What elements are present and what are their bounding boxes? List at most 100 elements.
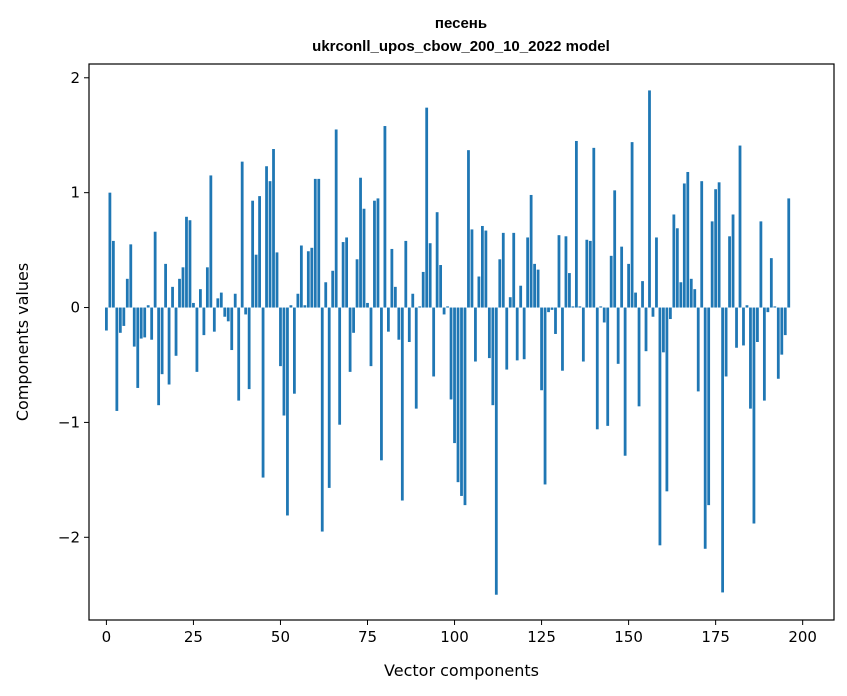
bar-41	[247, 307, 251, 390]
bar-170	[696, 307, 700, 392]
bar-48	[272, 149, 275, 308]
bar-187	[756, 307, 759, 342]
bar-2	[111, 240, 115, 308]
bar-30	[209, 175, 213, 308]
bar-174	[710, 221, 714, 308]
bar-79	[380, 307, 383, 461]
bar-167	[686, 171, 690, 308]
bar-21	[178, 278, 181, 308]
bar-153	[637, 307, 641, 407]
x-axis-label: Vector components	[384, 661, 539, 680]
bar-188	[759, 221, 763, 308]
bar-129	[554, 307, 557, 334]
bar-128	[550, 307, 554, 310]
bar-176	[717, 182, 721, 308]
bar-50	[279, 307, 282, 367]
bar-179	[728, 236, 731, 308]
bar-142	[599, 306, 603, 308]
bar-101	[456, 307, 460, 483]
bar-130	[557, 235, 561, 308]
bar-173	[707, 307, 711, 506]
bar-89	[414, 307, 418, 409]
bar-92	[425, 107, 429, 308]
bar-27	[199, 289, 202, 308]
bar-0	[105, 307, 108, 331]
bar-114	[501, 232, 505, 308]
bar-33	[219, 292, 223, 308]
bar-64	[327, 307, 331, 488]
bars-group	[105, 90, 791, 595]
bar-58	[306, 251, 310, 308]
bar-112	[494, 307, 498, 595]
bar-192	[773, 306, 777, 308]
bar-62	[320, 307, 324, 532]
bar-44	[258, 196, 261, 308]
bar-163	[672, 214, 676, 308]
bar-91	[421, 271, 425, 308]
bar-154	[641, 281, 644, 308]
bar-38	[237, 307, 241, 401]
bar-115	[505, 307, 509, 370]
bar-194	[780, 307, 784, 355]
bar-3	[115, 307, 119, 411]
bar-155	[644, 307, 648, 352]
bar-22	[181, 267, 185, 308]
x-tick-label: 50	[271, 628, 290, 646]
bar-85	[400, 307, 404, 501]
bar-172	[703, 307, 707, 549]
x-tick-label: 125	[527, 628, 556, 646]
bar-118	[515, 307, 519, 361]
chart-subtitle: ukrconll_upos_cbow_200_10_2022 model	[312, 38, 610, 55]
bar-15	[157, 307, 161, 406]
bar-53	[289, 305, 293, 308]
bar-1	[108, 192, 112, 308]
bar-43	[254, 254, 258, 308]
bar-105	[470, 229, 474, 308]
bar-65	[331, 270, 335, 308]
bar-158	[655, 237, 658, 308]
bar-77	[373, 200, 376, 308]
bar-171	[700, 181, 704, 308]
bar-61	[317, 178, 321, 308]
bar-24	[188, 220, 192, 308]
bar-107	[477, 276, 481, 308]
bar-157	[651, 307, 655, 317]
bar-136	[578, 306, 582, 308]
bar-18	[167, 307, 171, 385]
bar-67	[338, 307, 342, 425]
bar-196	[787, 198, 791, 308]
bar-71	[352, 307, 355, 333]
chart-title: песень	[435, 15, 487, 32]
bar-29	[205, 267, 209, 308]
bar-78	[376, 198, 380, 308]
bar-106	[474, 307, 477, 362]
bar-75	[366, 302, 369, 308]
bar-94	[432, 307, 436, 377]
bar-84	[397, 307, 401, 340]
bar-146	[613, 190, 617, 308]
bar-46	[265, 166, 268, 308]
bar-14	[153, 231, 157, 308]
y-tick-label: −1	[58, 413, 80, 431]
y-axis-ticks: −2 −1 0 1 2	[58, 69, 89, 546]
bar-82	[390, 248, 394, 308]
bar-162	[668, 307, 672, 320]
bar-6	[125, 278, 129, 308]
bar-57	[303, 305, 307, 308]
bar-116	[508, 297, 512, 308]
bar-161	[665, 307, 669, 492]
bar-140	[592, 147, 596, 308]
bar-134	[571, 306, 575, 308]
bar-147	[616, 307, 620, 364]
bar-159	[658, 307, 662, 546]
bar-108	[481, 225, 484, 308]
bar-181	[735, 307, 738, 348]
bar-180	[731, 214, 735, 308]
bar-32	[216, 298, 220, 308]
y-tick-label: −2	[58, 528, 80, 546]
bar-182	[738, 145, 742, 308]
bar-138	[585, 239, 589, 308]
bar-149	[623, 307, 627, 456]
bar-47	[268, 181, 272, 308]
